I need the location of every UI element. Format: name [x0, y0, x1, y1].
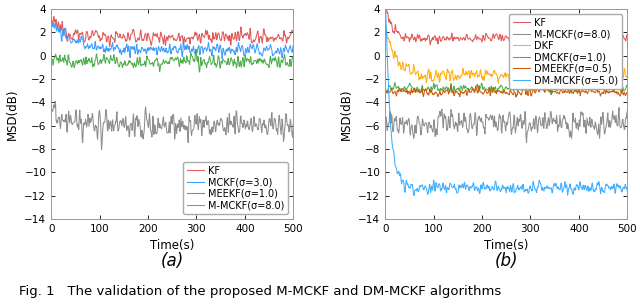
Legend: KF, MCKF(σ=3.0), MEEKF(σ=1.0), M-MCKF(σ=8.0): KF, MCKF(σ=3.0), MEEKF(σ=1.0), M-MCKF(σ=…: [183, 162, 289, 214]
Y-axis label: MSD(dB): MSD(dB): [6, 88, 19, 140]
X-axis label: Time(s): Time(s): [150, 239, 195, 252]
Text: (a): (a): [161, 252, 184, 271]
Legend: KF, M-MCKF(σ=8.0), DKF, DMCKF(σ=1.0), DMEEKF(σ=0.5), DM-MCKF(σ=5.0): KF, M-MCKF(σ=8.0), DKF, DMCKF(σ=1.0), DM…: [509, 14, 622, 89]
X-axis label: Time(s): Time(s): [484, 239, 529, 252]
Text: (b): (b): [495, 252, 518, 271]
Text: Fig. 1   The validation of the proposed M-MCKF and DM-MCKF algorithms: Fig. 1 The validation of the proposed M-…: [19, 285, 502, 298]
Y-axis label: MSD(dB): MSD(dB): [340, 88, 353, 140]
